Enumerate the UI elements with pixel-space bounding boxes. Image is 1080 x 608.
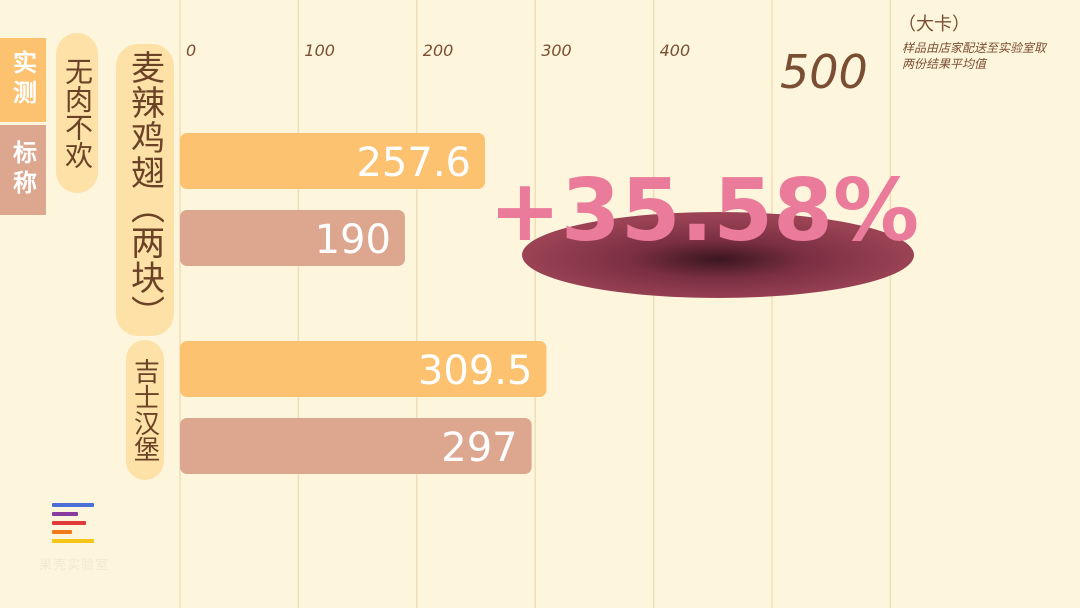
highlight-percentage: +35.58% bbox=[489, 161, 919, 261]
bar-labeled bbox=[180, 418, 532, 474]
x-tick-label: 500 bbox=[780, 45, 868, 99]
category-tag: 无肉不欢 bbox=[56, 33, 98, 193]
logo-bar-red bbox=[52, 521, 86, 525]
x-tick-label: 300 bbox=[541, 41, 572, 60]
logo-text: 果壳实验室 bbox=[38, 558, 109, 573]
logo-bar-orange bbox=[52, 530, 72, 534]
bar-measured bbox=[180, 341, 547, 397]
x-tick-label: 0 bbox=[186, 41, 196, 60]
logo-bar-purple bbox=[52, 512, 78, 516]
legend-labeled-tab: 标称 bbox=[0, 125, 46, 215]
sample-note: 样品由店家配送至实验室取两份结果平均值 bbox=[902, 41, 1047, 71]
lab-logo: 果壳实验室 bbox=[30, 500, 116, 580]
bar-value-label: 297 bbox=[441, 425, 517, 471]
bar-value-label: 309.5 bbox=[418, 348, 533, 394]
x-tick-label: 100 bbox=[304, 41, 335, 60]
x-tick-label: 400 bbox=[660, 41, 691, 60]
bar-measured bbox=[180, 133, 485, 189]
x-tick-label: 200 bbox=[423, 41, 454, 60]
logo-bar-blue bbox=[52, 503, 94, 507]
category-label-cheeseburger: 吉士汉堡 bbox=[126, 340, 164, 480]
bar-value-label: 257.6 bbox=[356, 140, 471, 186]
unit-label: （大卡） bbox=[898, 14, 970, 35]
bar-value-label: 190 bbox=[315, 217, 391, 263]
category-label-chicken-wings: 麦辣鸡翅（两块） bbox=[116, 44, 174, 336]
legend-measured-tab: 实测 bbox=[0, 38, 46, 122]
bar-labeled bbox=[180, 210, 405, 266]
logo-bar-yellow bbox=[52, 539, 94, 543]
highlight-blob bbox=[522, 212, 914, 298]
